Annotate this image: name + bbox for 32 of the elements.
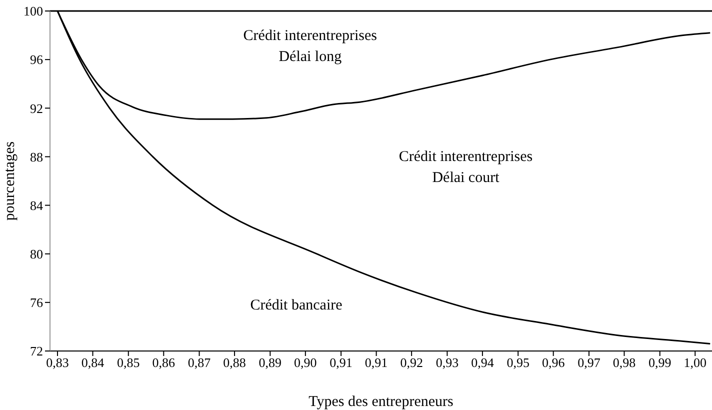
x-tick-label: 0,84 — [81, 355, 105, 370]
x-tick-label: 0,91 — [364, 355, 388, 370]
x-tick-label: 0,98 — [612, 355, 636, 370]
x-tick-label: 0,92 — [400, 355, 423, 370]
x-tick-label: 1,00 — [684, 355, 706, 370]
x-tick-label: 0,95 — [506, 355, 530, 370]
x-tick-label: 0,99 — [648, 355, 672, 370]
y-tick-label: 88 — [30, 149, 43, 164]
y-tick-label: 100 — [24, 4, 43, 19]
x-tick-label: 0,86 — [152, 355, 176, 370]
x-tick-label: 0,91 — [330, 355, 352, 370]
x-tick-label: 0,83 — [46, 355, 69, 370]
x-tick-label: 0,88 — [223, 355, 246, 370]
y-tick-label: 80 — [30, 246, 43, 262]
annotation: Crédit interentreprises Délai court — [398, 148, 533, 188]
y-tick-label: 96 — [30, 52, 44, 68]
x-tick-label: 0,93 — [436, 355, 459, 370]
x-tick-label: 0,85 — [117, 355, 140, 370]
x-tick-label: 0,97 — [578, 355, 601, 370]
annotation: Crédit bancaire — [250, 296, 342, 316]
y-tick-label: 84 — [30, 198, 44, 213]
x-tick-label: 0,90 — [294, 355, 317, 370]
x-axis-title: Types des entrepreneurs — [308, 394, 454, 410]
x-tick-label: 0,94 — [471, 355, 494, 370]
x-tick-label: 0,89 — [258, 355, 282, 370]
x-tick-label: 0,96 — [542, 355, 566, 370]
y-tick-label: 72 — [30, 344, 43, 359]
y-tick-label: 76 — [30, 295, 44, 310]
y-axis-title: pourcentages — [2, 141, 18, 221]
annotation: Crédit interentreprises Délai long — [243, 27, 378, 68]
y-tick-label: 92 — [30, 100, 43, 116]
x-tick-label: 0,87 — [188, 355, 212, 370]
